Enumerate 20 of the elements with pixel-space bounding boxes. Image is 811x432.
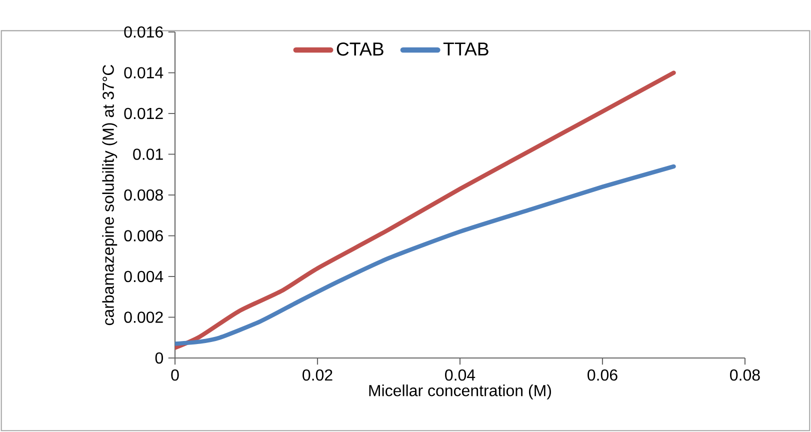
line-series <box>175 70 676 350</box>
y-tick-label: 0.004 <box>124 270 164 282</box>
y-axis-title: carbamazepine solubility (M) at 37°C <box>102 64 118 326</box>
legend-label: TTAB <box>443 42 488 56</box>
y-tick-label: 0.01 <box>133 148 163 160</box>
y-tick-label: 0.002 <box>124 312 163 323</box>
x-tick-label: 0.04 <box>445 369 476 381</box>
x-axis-title: Micellar concentration (M) <box>369 384 551 400</box>
x-tick-label: 0 <box>171 369 179 381</box>
line-series <box>175 164 676 346</box>
x-tick-label: 0.02 <box>302 369 332 381</box>
y-tick-label: 0.006 <box>124 230 163 242</box>
x-tick-label: 0.06 <box>588 369 618 381</box>
y-tick-label: 0 <box>155 352 164 364</box>
x-tick-label: 0.08 <box>730 369 760 381</box>
y-tick-label: 0.012 <box>124 108 163 120</box>
legend-label: CTAB <box>336 42 384 56</box>
y-tick-label: 0.014 <box>124 67 164 78</box>
y-tick-label: 0.016 <box>124 26 163 38</box>
y-tick-label: 0.008 <box>124 189 163 201</box>
